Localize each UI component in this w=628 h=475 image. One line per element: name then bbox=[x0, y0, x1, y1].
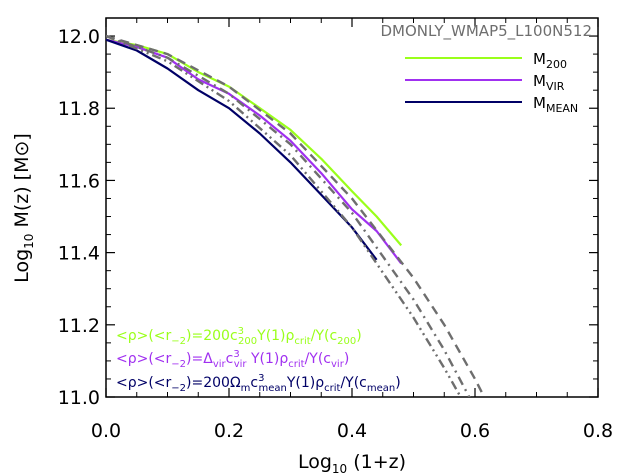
y-tick-label: 11.0 bbox=[58, 387, 100, 409]
x-axis-label: Log10 (1+z) bbox=[298, 451, 406, 475]
y-axis-label: Log10 M(z) [M⊙] bbox=[11, 133, 36, 283]
reference-curve-dashdot bbox=[106, 34, 471, 397]
y-tick-label: 11.6 bbox=[58, 170, 100, 192]
x-tick-label: 0.8 bbox=[583, 420, 613, 442]
reference-curve-dash bbox=[106, 34, 486, 397]
y-tick-label: 12.0 bbox=[58, 26, 100, 48]
chart-title: DMONLY_WMAP5_L100N512 bbox=[380, 22, 592, 41]
series-line-mmean bbox=[106, 38, 378, 261]
series-line-mvir bbox=[106, 38, 403, 265]
annotation-mvir: <ρ>(<r−2)=Δvirc3 vir Y(1)ρcrit/Y(cvir) bbox=[116, 349, 349, 370]
reference-curve-dashdotdot bbox=[106, 34, 463, 397]
x-tick-label: 0.2 bbox=[214, 420, 244, 442]
ticks: 0.0 0.2 0.4 0.6 0.8 11.0 11.2 11.4 11.6 11.8 12.0 bbox=[58, 18, 613, 442]
y-tick-label: 11.4 bbox=[58, 243, 100, 265]
legend-label-mvir: MVIR bbox=[533, 72, 565, 93]
x-tick-label: 0.6 bbox=[460, 420, 490, 442]
curves bbox=[106, 34, 486, 397]
y-tick-label: 11.8 bbox=[58, 98, 100, 120]
legend-label-m200: M200 bbox=[533, 50, 567, 71]
annotation-m200: <ρ>(<r−2)=200c3 200Y(1)ρcrit/Y(c200) bbox=[116, 326, 362, 347]
legend: M200 MVIR MMEAN bbox=[405, 50, 578, 115]
x-tick-label: 0.0 bbox=[91, 420, 121, 442]
annotations: <ρ>(<r−2)=200c3 200Y(1)ρcrit/Y(c200) <ρ>(… bbox=[116, 326, 401, 394]
legend-label-mmean: MMEAN bbox=[533, 94, 578, 115]
x-tick-label: 0.4 bbox=[337, 420, 367, 442]
annotation-mmean: <ρ>(<r−2)=200Ωmc3 meanY(1)ρcrit/Y(cmean) bbox=[116, 373, 401, 394]
y-tick-label: 11.2 bbox=[58, 315, 100, 337]
